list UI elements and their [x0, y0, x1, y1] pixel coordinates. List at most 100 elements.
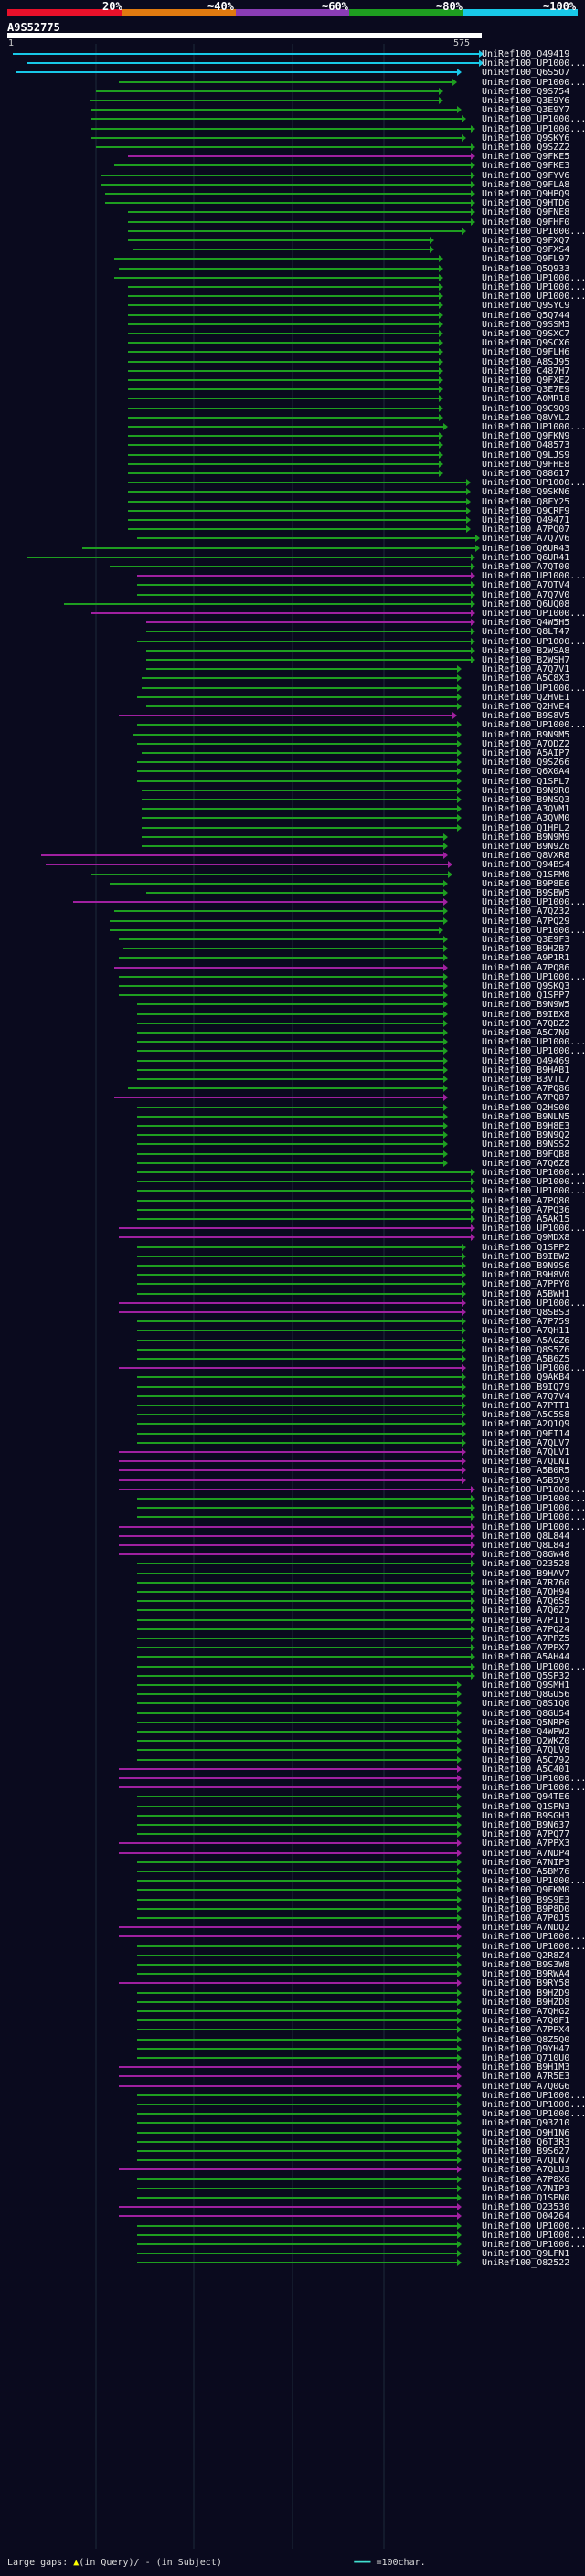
hit-label[interactable]: UniRef100_UP1000...	[482, 684, 585, 694]
hit-label[interactable]: UniRef100_A5AIP7	[482, 748, 570, 758]
hit-label[interactable]: UniRef100_Q6UR43	[482, 544, 570, 554]
hit-label[interactable]: UniRef100_O48573	[482, 440, 570, 451]
hit-label[interactable]: UniRef100_UP1000...	[482, 1186, 585, 1196]
hit-label[interactable]: UniRef100_UP1000...	[482, 2240, 585, 2250]
hit-label[interactable]: UniRef100_A7QH11	[482, 1326, 570, 1336]
hit-label[interactable]: UniRef100_B9NSS2	[482, 1140, 570, 1150]
hit-label[interactable]: UniRef100_A7QLV8	[482, 1745, 570, 1755]
hit-label[interactable]: UniRef100_Q9FI14	[482, 1429, 570, 1439]
hit-label[interactable]: UniRef100_Q9H1N6	[482, 2128, 570, 2138]
hit-label[interactable]: UniRef100_A7NDQ2	[482, 1923, 570, 1933]
hit-label[interactable]: UniRef100_Q1SPL7	[482, 777, 570, 787]
hit-label[interactable]: UniRef100_A7QH94	[482, 1587, 570, 1597]
hit-label[interactable]: UniRef100_B9N9W5	[482, 1000, 570, 1010]
hit-label[interactable]: UniRef100_Q8GW40	[482, 1550, 570, 1560]
hit-label[interactable]: UniRef100_A7QTV4	[482, 580, 570, 590]
hit-label[interactable]: UniRef100_Q4WPW2	[482, 1727, 570, 1737]
hit-label[interactable]: UniRef100_A7PQ86	[482, 963, 570, 973]
hit-label[interactable]: UniRef100_A7P0J5	[482, 1913, 570, 1924]
hit-label[interactable]: UniRef100_UP1000...	[482, 478, 585, 488]
hit-label[interactable]: UniRef100_A9P1R1	[482, 953, 570, 963]
hit-label[interactable]: UniRef100_B9HAV7	[482, 1569, 570, 1579]
hit-label[interactable]: UniRef100_Q5NRP6	[482, 1718, 570, 1728]
hit-label[interactable]: UniRef100_A7Q6Z8	[482, 1159, 570, 1169]
hit-label[interactable]: UniRef100_Q9SXC7	[482, 329, 570, 339]
hit-label[interactable]: UniRef100_A7Q7V6	[482, 534, 570, 544]
hit-label[interactable]: UniRef100_UP1000...	[482, 124, 585, 134]
hit-label[interactable]: UniRef100_UP1000...	[482, 1168, 585, 1178]
hit-label[interactable]: UniRef100_A7PTT1	[482, 1401, 570, 1411]
hit-label[interactable]: UniRef100_A7P1T5	[482, 1616, 570, 1626]
hit-label[interactable]: UniRef100_UP1000...	[482, 2100, 585, 2110]
hit-label[interactable]: UniRef100_Q9SMH1	[482, 1680, 570, 1691]
hit-label[interactable]: UniRef100_A5B0R5	[482, 1466, 570, 1476]
hit-label[interactable]: UniRef100_UP1000...	[482, 1046, 585, 1056]
hit-label[interactable]: UniRef100_A5C401	[482, 1765, 570, 1775]
hit-label[interactable]: UniRef100_Q9FYV6	[482, 171, 570, 181]
hit-label[interactable]: UniRef100_A2Q1Q9	[482, 1419, 570, 1429]
hit-label[interactable]: UniRef100_O23528	[482, 1559, 570, 1569]
hit-label[interactable]: UniRef100_A5BWH1	[482, 1289, 570, 1299]
hit-label[interactable]: UniRef100_B9N9M9	[482, 832, 570, 843]
hit-label[interactable]: UniRef100_A7QLV1	[482, 1447, 570, 1458]
hit-label[interactable]: UniRef100_Q9FXQ7	[482, 236, 570, 246]
hit-label[interactable]: UniRef100_A7QT00	[482, 562, 570, 572]
hit-label[interactable]: UniRef100_B2WSH7	[482, 655, 570, 665]
hit-label[interactable]: UniRef100_B9IQ79	[482, 1383, 570, 1393]
hit-label[interactable]: UniRef100_O49471	[482, 515, 570, 525]
hit-label[interactable]: UniRef100_Q94TE6	[482, 1792, 570, 1802]
hit-label[interactable]: UniRef100_A5AGZ6	[482, 1336, 570, 1346]
hit-label[interactable]: UniRef100_B9N9Z6	[482, 842, 570, 852]
hit-label[interactable]: UniRef100_B9H8E3	[482, 1121, 570, 1131]
hit-label[interactable]: UniRef100_A5B5V9	[482, 1476, 570, 1486]
hit-label[interactable]: UniRef100_UP1000...	[482, 282, 585, 292]
hit-label[interactable]: UniRef100_Q9FKE5	[482, 152, 570, 162]
hit-label[interactable]: UniRef100_Q9SKQ3	[482, 981, 570, 991]
hit-label[interactable]: UniRef100_A7Q0G6	[482, 2082, 570, 2092]
hit-label[interactable]: UniRef100_B9NLN5	[482, 1112, 570, 1122]
hit-label[interactable]: UniRef100_A7R760	[482, 1578, 570, 1588]
hit-label[interactable]: UniRef100_Q2HS00	[482, 1103, 570, 1113]
hit-label[interactable]: UniRef100_A7P759	[482, 1317, 570, 1327]
hit-label[interactable]: UniRef100_A5B6Z5	[482, 1354, 570, 1364]
hit-label[interactable]: UniRef100_Q3E9F3	[482, 935, 570, 945]
hit-label[interactable]: UniRef100_UP1000...	[482, 972, 585, 982]
hit-label[interactable]: UniRef100_Q9FHF0	[482, 217, 570, 228]
hit-label[interactable]: UniRef100_UP1000...	[482, 292, 585, 302]
hit-label[interactable]: UniRef100_UP1000...	[482, 571, 585, 581]
hit-label[interactable]: UniRef100_B9RWA4	[482, 1969, 570, 1979]
hit-label[interactable]: UniRef100_B9FQB8	[482, 1150, 570, 1160]
hit-label[interactable]: UniRef100_A7Q7V4	[482, 1392, 570, 1402]
hit-label[interactable]: UniRef100_A5C5S8	[482, 1410, 570, 1420]
hit-label[interactable]: UniRef100_UP1000...	[482, 2109, 585, 2119]
hit-label[interactable]: UniRef100_A7NIP3	[482, 1858, 570, 1868]
hit-label[interactable]: UniRef100_UP1000...	[482, 1363, 585, 1373]
hit-label[interactable]: UniRef100_A7R5E3	[482, 2072, 570, 2082]
hit-label[interactable]: UniRef100_UP1000...	[482, 2231, 585, 2241]
hit-label[interactable]: UniRef100_A7PQ07	[482, 525, 570, 535]
hit-label[interactable]: UniRef100_A7QDZ2	[482, 1019, 570, 1029]
hit-label[interactable]: UniRef100_A7P8X6	[482, 2175, 570, 2185]
hit-label[interactable]: UniRef100_B9N9R0	[482, 786, 570, 796]
hit-label[interactable]: UniRef100_A7Q0F1	[482, 2016, 570, 2026]
hit-label[interactable]: UniRef100_Q9FLA8	[482, 180, 570, 190]
hit-label[interactable]: UniRef100_Q9HTD6	[482, 198, 570, 208]
hit-label[interactable]: UniRef100_A7PPY0	[482, 1279, 570, 1289]
hit-label[interactable]: UniRef100_B9H1M3	[482, 2062, 570, 2072]
hit-label[interactable]: UniRef100_B9S627	[482, 2147, 570, 2157]
hit-label[interactable]: UniRef100_B9H8V0	[482, 1270, 570, 1280]
hit-label[interactable]: UniRef100_Q9SZ66	[482, 758, 570, 768]
hit-label[interactable]: UniRef100_Q9SKY6	[482, 133, 570, 143]
hit-label[interactable]: UniRef100_Q9C9Q9	[482, 404, 570, 414]
hit-label[interactable]: UniRef100_Q1SPN3	[482, 1802, 570, 1812]
hit-label[interactable]: UniRef100_UP1000...	[482, 2091, 585, 2101]
hit-label[interactable]: UniRef100_B9IBW2	[482, 1252, 570, 1262]
hit-label[interactable]: UniRef100_Q8GU54	[482, 1709, 570, 1719]
hit-label[interactable]: UniRef100_Q9SZZ2	[482, 143, 570, 153]
hit-label[interactable]: UniRef100_B9P8D0	[482, 1904, 570, 1914]
hit-label[interactable]: UniRef100_Q5Q933	[482, 264, 570, 274]
hit-label[interactable]: UniRef100_A5C7N9	[482, 1028, 570, 1038]
hit-label[interactable]: UniRef100_Q9SSM3	[482, 320, 570, 330]
hit-label[interactable]: UniRef100_Q1SPN0	[482, 2193, 570, 2203]
hit-label[interactable]: UniRef100_O82522	[482, 2258, 570, 2268]
